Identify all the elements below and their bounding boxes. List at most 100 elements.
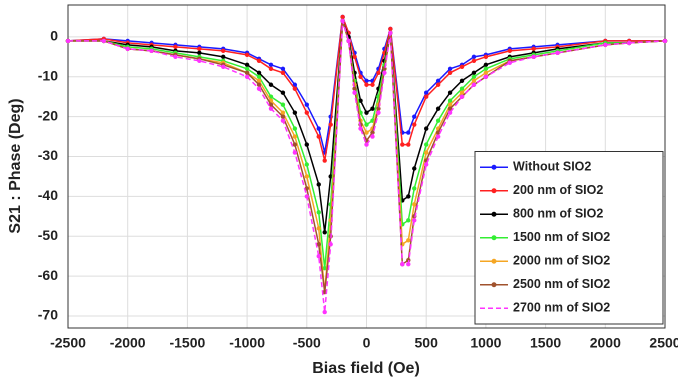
data-point (316, 226, 321, 231)
data-point (435, 106, 441, 111)
x-tick-label: 0 (363, 335, 371, 351)
data-point (406, 261, 411, 267)
series-line (67, 16, 665, 153)
data-point (304, 162, 309, 167)
data-point (459, 64, 465, 70)
data-point (447, 66, 453, 72)
data-point (364, 142, 369, 147)
data-point (447, 70, 453, 75)
series-line (67, 16, 665, 161)
data-point (507, 60, 512, 66)
data-point (358, 74, 363, 79)
data-point (382, 70, 387, 75)
data-point (268, 82, 274, 87)
data-point (244, 62, 250, 68)
legend-marker (491, 211, 497, 217)
data-point (280, 102, 286, 107)
data-point (292, 82, 298, 87)
data-point (447, 110, 453, 115)
data-point (370, 82, 375, 87)
data-point (406, 130, 411, 135)
data-point (292, 150, 298, 155)
data-point (435, 134, 441, 139)
data-point (483, 66, 489, 72)
data-point (471, 82, 477, 87)
data-point (280, 66, 286, 72)
data-point (316, 126, 321, 131)
data-point (662, 38, 668, 44)
legend: Without SIO2 200 nm of SIO2 800 nm of SIO2… (474, 151, 664, 325)
data-point (221, 64, 226, 70)
data-point (292, 142, 298, 147)
data-point (406, 218, 411, 223)
legend-marker (491, 188, 497, 194)
data-point (471, 70, 477, 75)
data-point (406, 238, 411, 243)
data-point (358, 126, 363, 131)
data-point (424, 90, 429, 95)
data-point (197, 50, 202, 56)
data-point (268, 102, 274, 107)
data-point (435, 130, 441, 135)
data-point (280, 110, 286, 115)
data-point (256, 74, 262, 79)
legend-label: 2000 nm of SIO2 (513, 254, 610, 268)
plot-frame (67, 4, 666, 329)
data-point (292, 134, 298, 139)
data-point (280, 90, 286, 95)
data-point (256, 70, 262, 75)
data-point (388, 30, 393, 36)
data-point (412, 122, 417, 127)
data-point (221, 54, 226, 60)
data-point (447, 90, 453, 95)
data-point (316, 210, 321, 215)
legend-marker (491, 235, 497, 241)
data-point (388, 26, 393, 32)
data-point (304, 142, 309, 147)
data-point (483, 70, 489, 75)
data-point (507, 48, 512, 54)
data-point (459, 94, 465, 99)
x-tick-label: -1000 (229, 335, 265, 351)
data-point (370, 130, 375, 135)
data-point (352, 54, 357, 60)
data-point (483, 54, 489, 60)
data-point (406, 142, 411, 147)
data-point (459, 86, 465, 91)
x-tick-label: 1500 (530, 335, 561, 351)
data-point (531, 54, 536, 60)
y-tick-label: 0 (50, 28, 58, 44)
data-point (221, 48, 226, 54)
legend-label: 800 nm of SIO2 (513, 207, 603, 221)
x-tick-label: -500 (293, 335, 321, 351)
legend-label: Without SIO2 (513, 160, 591, 174)
data-point (459, 78, 465, 83)
x-axis-label: Bias field (Oe) (312, 360, 420, 377)
x-tick-label: -1500 (169, 335, 205, 351)
data-point (603, 42, 608, 48)
data-point (316, 134, 321, 139)
data-point (268, 66, 274, 72)
data-point (280, 118, 286, 123)
data-point (244, 70, 250, 75)
data-point (364, 110, 369, 115)
data-point (280, 70, 286, 75)
data-point (412, 114, 417, 119)
data-point (364, 122, 369, 127)
data-point (256, 58, 262, 64)
data-point (364, 78, 369, 83)
data-point (328, 122, 333, 127)
data-point (149, 48, 154, 54)
data-point (304, 194, 309, 199)
data-point (197, 46, 202, 52)
legend-label: 200 nm of SIO2 (513, 183, 603, 197)
data-point (376, 106, 381, 111)
x-tick-label: 500 (415, 335, 439, 351)
data-point (358, 98, 363, 103)
y-tick-label: -20 (38, 107, 58, 123)
data-point (256, 86, 262, 91)
x-tick-label: -2500 (50, 335, 86, 351)
data-point (65, 38, 71, 44)
